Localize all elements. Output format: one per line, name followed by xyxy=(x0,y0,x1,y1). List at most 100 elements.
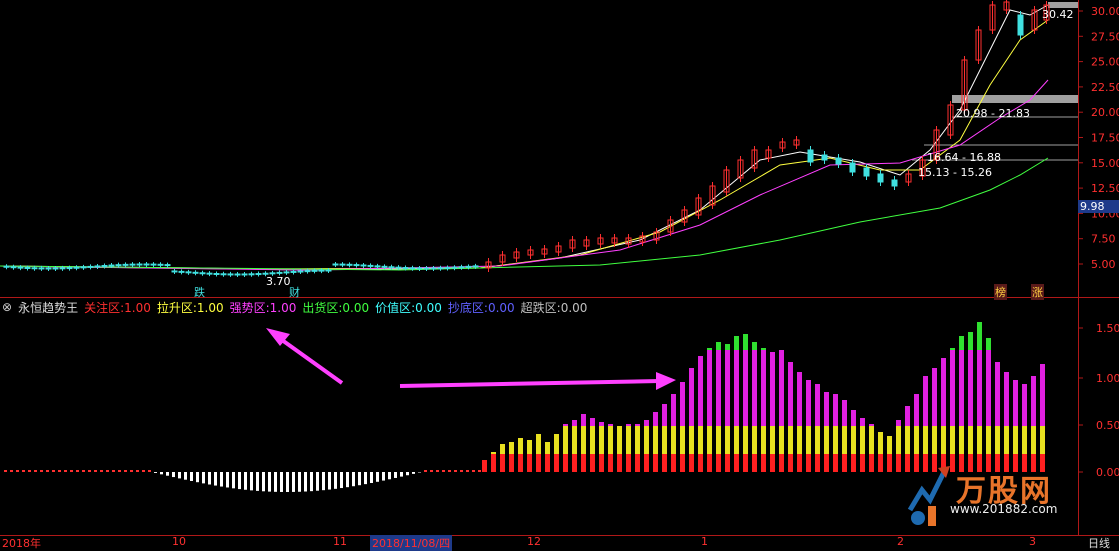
candle-body xyxy=(165,265,170,266)
indicator-bar-red xyxy=(482,460,487,472)
indicator-bar xyxy=(256,472,259,491)
indicator-bar-yellow xyxy=(842,426,847,454)
price-tick: 12.50 xyxy=(1091,182,1119,195)
watermark: 万股网 www.201882.com xyxy=(900,460,1100,536)
candle-body xyxy=(389,267,394,268)
indicator-tick: 1.00 xyxy=(1096,372,1119,385)
indicator-bar xyxy=(136,470,139,472)
indicator-bar xyxy=(304,472,307,492)
indicator-bar xyxy=(436,470,439,472)
indicator-bar-magenta xyxy=(644,420,649,426)
indicator-bar xyxy=(454,470,457,472)
indicator-bar-magenta xyxy=(788,362,793,426)
candle-body xyxy=(242,274,247,275)
indicator-bar-yellow xyxy=(518,438,523,454)
indicator-bar-magenta xyxy=(959,350,964,426)
indicator-bar-red xyxy=(563,454,568,472)
candle-body xyxy=(67,268,72,269)
indicator-bar xyxy=(28,470,31,472)
candle-body xyxy=(403,268,408,269)
indicator-bar-yellow xyxy=(626,426,631,454)
indicator-bar-yellow xyxy=(734,426,739,454)
candle-body xyxy=(214,274,219,275)
indicator-bar-yellow xyxy=(716,426,721,454)
candle-body xyxy=(25,267,30,268)
candle-body xyxy=(808,150,813,162)
zone-label-1: 20.98 - 21.83 xyxy=(956,107,1030,120)
indicator-bar-magenta xyxy=(626,424,631,426)
indicator-item-6: 超跌区:0.00 xyxy=(521,299,588,316)
indicator-bar-magenta xyxy=(671,394,676,426)
indicator-bar-red xyxy=(887,454,892,472)
date-nov: 11 xyxy=(333,535,347,548)
date-oct: 10 xyxy=(172,535,186,548)
zone-label-3: 15.13 - 15.26 xyxy=(918,166,992,179)
indicator-bar-yellow xyxy=(572,426,577,454)
indicator-collapse-icon[interactable]: ⊗ xyxy=(2,300,12,314)
indicator-bar-red xyxy=(860,454,865,472)
indicator-bar-yellow xyxy=(833,426,838,454)
indicator-bar xyxy=(322,472,325,490)
price-tick: 27.50 xyxy=(1091,30,1119,43)
indicator-bar-red xyxy=(581,454,586,472)
indicator-bar xyxy=(214,472,217,486)
indicator-bar-yellow xyxy=(491,452,496,454)
candlesticks[interactable] xyxy=(4,0,1049,277)
indicator-bar-magenta xyxy=(590,418,595,426)
indicator-bar-red xyxy=(644,454,649,472)
indicator-bar-yellow xyxy=(914,426,919,454)
indicator-bar xyxy=(316,472,319,491)
date-axis: 2018年 10 11 2018/11/08/四 12 1 2 3 日线 xyxy=(0,535,1119,548)
indicator-bar xyxy=(460,470,463,472)
indicator-bar-red xyxy=(509,454,514,472)
indicator-bar xyxy=(394,472,397,478)
indicator-bar-red xyxy=(716,454,721,472)
candle-body xyxy=(424,268,429,269)
candle-body xyxy=(312,270,317,271)
indicator-bar-magenta xyxy=(1022,384,1027,426)
indicator-bar-red xyxy=(572,454,577,472)
indicator-bar-red xyxy=(743,454,748,472)
indicator-item-4: 价值区:0.00 xyxy=(375,299,442,316)
indicator-bar-yellow xyxy=(725,426,730,454)
candle-body xyxy=(396,267,401,268)
candle-body xyxy=(347,264,352,265)
indicator-bar-magenta xyxy=(689,368,694,426)
indicator-bar-green xyxy=(752,342,757,350)
indicator-bar-yellow xyxy=(653,426,658,454)
period-label[interactable]: 日线 xyxy=(1088,535,1110,551)
indicator-item-3: 出货区:0.00 xyxy=(302,299,369,316)
indicator-bar-red xyxy=(806,454,811,472)
indicator-bar-magenta xyxy=(779,350,784,426)
indicator-bar-red xyxy=(689,454,694,472)
indicator-name[interactable]: 永恒趋势王 xyxy=(18,299,78,316)
indicator-bar-yellow xyxy=(797,426,802,454)
indicator-bar-magenta xyxy=(995,362,1000,426)
indicator-bar xyxy=(472,470,475,472)
indicator-bar-red xyxy=(608,454,613,472)
candle-body xyxy=(410,268,415,269)
indicator-bar-yellow xyxy=(599,426,604,454)
indicator-bar-magenta xyxy=(851,410,856,426)
candle-body xyxy=(822,155,827,160)
price-tick: 30.00 xyxy=(1091,5,1119,18)
indicator-item-5: 抄底区:0.00 xyxy=(448,299,515,316)
candle-body xyxy=(326,270,331,271)
indicator-bar-green xyxy=(725,344,730,350)
indicator-bar-red xyxy=(725,454,730,472)
indicator-bar-green xyxy=(716,342,721,350)
indicator-bar-yellow xyxy=(806,426,811,454)
candle-body xyxy=(864,168,869,176)
indicator-bar-magenta xyxy=(581,414,586,426)
indicator-bar-red xyxy=(626,454,631,472)
price-tick: 5.00 xyxy=(1091,258,1116,271)
indicator-bar xyxy=(334,472,337,489)
candle-body xyxy=(466,266,471,267)
candle-body xyxy=(186,272,191,273)
ma-line-0 xyxy=(0,5,1048,270)
indicator-bar-yellow xyxy=(590,426,595,454)
indicator-bar xyxy=(166,472,169,476)
indicator-bar-yellow xyxy=(887,436,892,454)
indicator-bar-yellow xyxy=(563,426,568,454)
